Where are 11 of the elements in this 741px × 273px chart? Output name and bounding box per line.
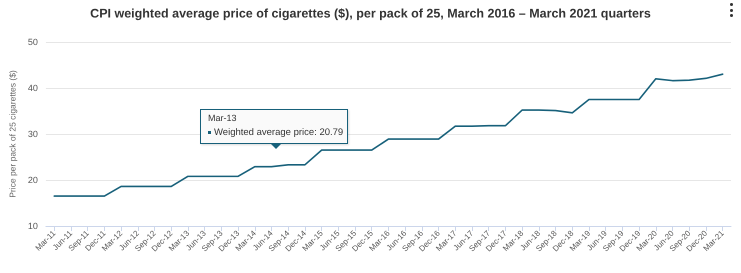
line-series [53,73,724,197]
tooltip: Mar-13 Weighted average price: 20.79 [200,109,350,150]
y-axis-title: Price per pack of 25 cigarettes ($) [8,70,18,198]
y-tick-label: 30 [28,129,38,139]
y-tick-label: 40 [28,83,38,93]
y-tick-label: 20 [28,175,38,185]
annotation: Mar-13 [208,113,237,123]
annotation: Weighted average price: 20.79 [213,127,344,138]
chart-title: CPI weighted average price of cigarettes ($), per pack of 25, March 2016 – March 2021 quarters [90,6,651,20]
y-tick-label: 10 [28,221,38,231]
y-tick-label: 50 [28,37,38,47]
